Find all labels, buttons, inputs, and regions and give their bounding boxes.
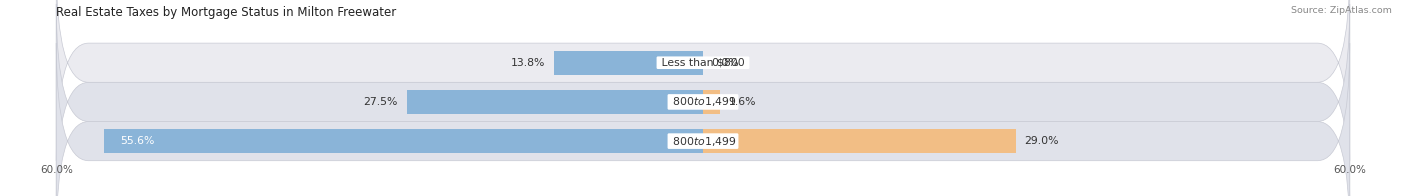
Text: Source: ZipAtlas.com: Source: ZipAtlas.com: [1291, 6, 1392, 15]
FancyBboxPatch shape: [56, 4, 1350, 196]
Text: 55.6%: 55.6%: [120, 136, 155, 146]
Text: 13.8%: 13.8%: [512, 58, 546, 68]
Bar: [703, 90, 720, 114]
Bar: [406, 90, 703, 114]
Bar: [554, 51, 703, 75]
Text: $800 to $1,499: $800 to $1,499: [669, 135, 737, 148]
FancyBboxPatch shape: [56, 0, 1350, 161]
Text: 27.5%: 27.5%: [364, 97, 398, 107]
FancyBboxPatch shape: [56, 43, 1350, 196]
Bar: [703, 129, 1015, 153]
Text: $800 to $1,499: $800 to $1,499: [669, 95, 737, 108]
Text: Less than $800: Less than $800: [658, 58, 748, 68]
Text: 29.0%: 29.0%: [1024, 136, 1059, 146]
Text: 1.6%: 1.6%: [728, 97, 756, 107]
Text: 0.0%: 0.0%: [711, 58, 740, 68]
Text: Real Estate Taxes by Mortgage Status in Milton Freewater: Real Estate Taxes by Mortgage Status in …: [56, 6, 396, 19]
Bar: [104, 129, 703, 153]
